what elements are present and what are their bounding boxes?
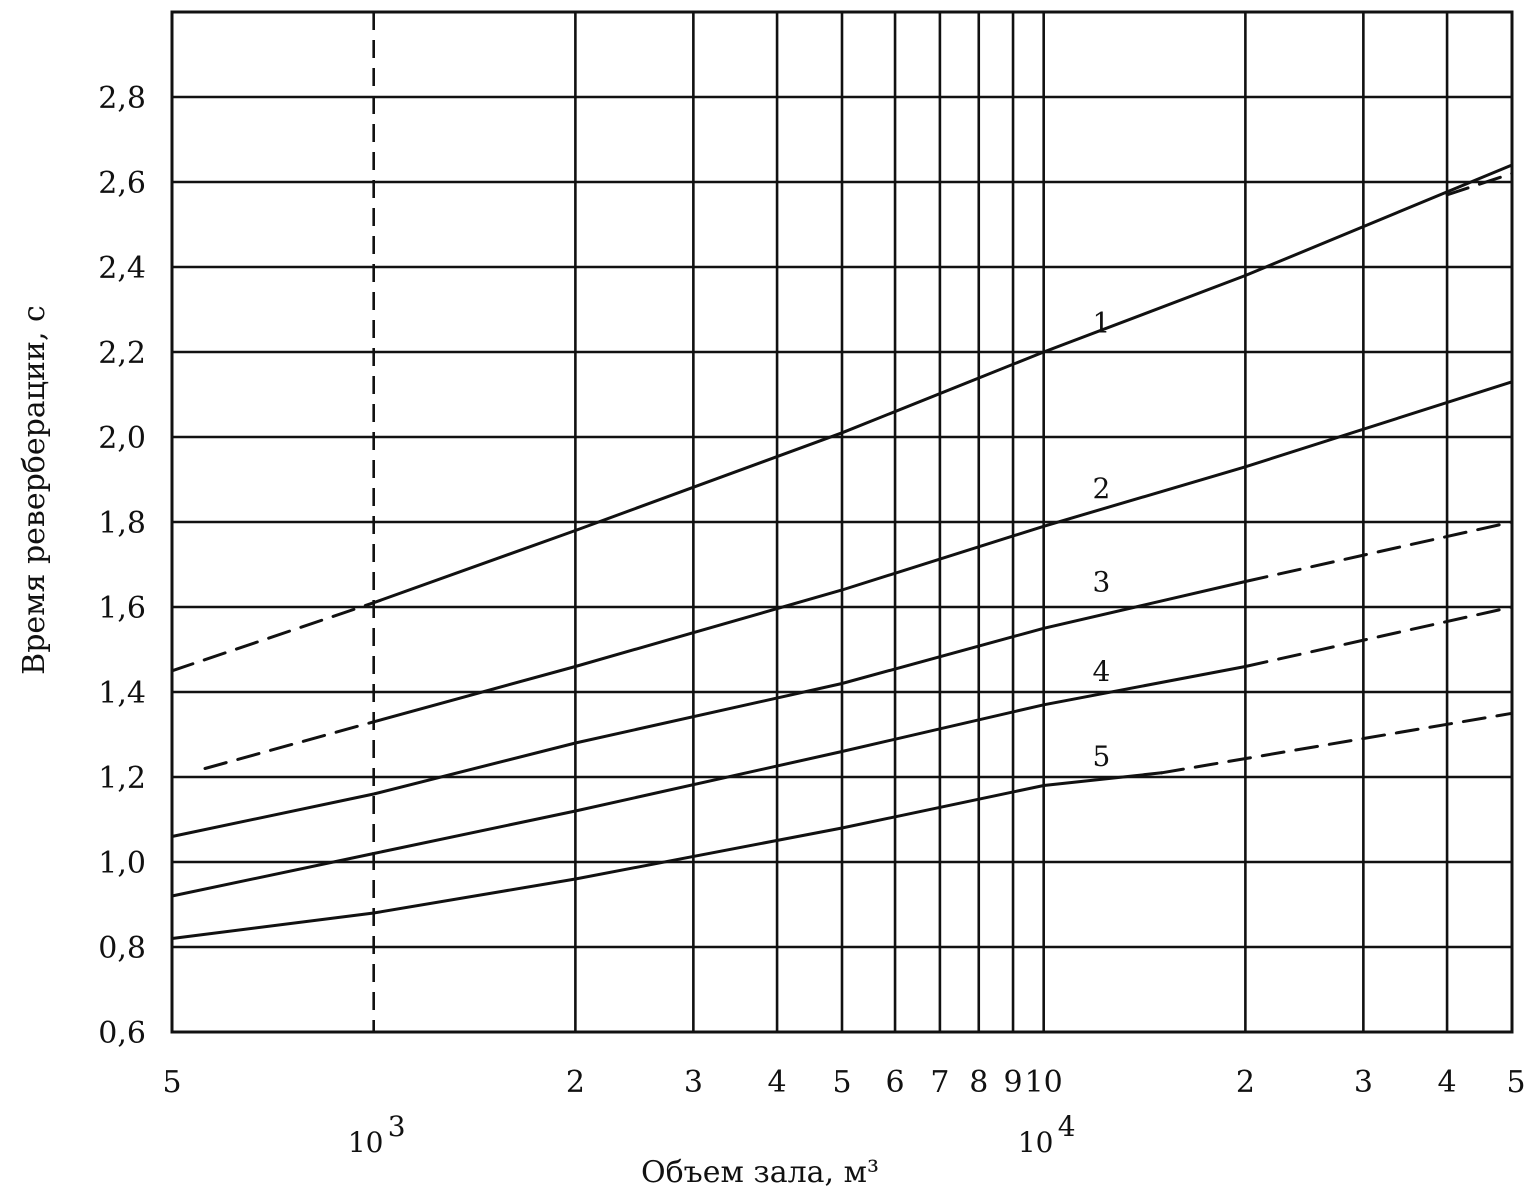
- x-tick-label: 2: [1236, 1065, 1255, 1100]
- x-tick-label: 3: [1354, 1065, 1373, 1100]
- y-axis-title: Время реверберации, с: [17, 305, 52, 675]
- x-tick-label: 5: [1506, 1065, 1525, 1100]
- y-tick-label: 1,0: [98, 846, 146, 881]
- series-1-line: [372, 163, 1514, 605]
- y-tick-label: 1,6: [98, 591, 146, 626]
- y-tick-label: 0,6: [98, 1016, 146, 1051]
- x-tick-label: 5: [832, 1065, 851, 1100]
- x-tick-label: 2: [566, 1065, 585, 1100]
- x-tick-labels: 5 2 3 4 5 6 7 8 9 10 2 3 4 5: [162, 1065, 1525, 1100]
- x-tick-label: 8: [969, 1065, 988, 1100]
- y-tick-label: 2,4: [98, 251, 146, 286]
- series-label: 5: [1093, 740, 1111, 773]
- y-tick-label: 2,8: [98, 81, 146, 116]
- series-label: 1: [1093, 306, 1111, 339]
- series-labels: 1 2 3 4 5: [1093, 306, 1111, 773]
- x-tick-label: 7: [930, 1065, 949, 1100]
- series-2-dashed-start: [203, 720, 376, 770]
- series-label: 4: [1093, 655, 1111, 688]
- series-label: 2: [1093, 472, 1111, 505]
- grid-layer: [170, 12, 1514, 1034]
- decade-exponent: 3: [388, 1110, 406, 1143]
- x-tick-label: 9: [1003, 1065, 1022, 1100]
- decade-label: 10: [1018, 1126, 1054, 1159]
- series-2-line: [372, 380, 1514, 724]
- series-3-dashed-end: [1243, 520, 1514, 583]
- x-tick-label: 10: [1025, 1065, 1063, 1100]
- series-label: 3: [1093, 566, 1111, 599]
- x-tick-label: 4: [768, 1065, 787, 1100]
- series-1-dashed-end: [1445, 172, 1514, 197]
- decade-label: 10: [348, 1126, 384, 1159]
- y-tick-label: 2,2: [98, 336, 146, 371]
- series-4-line: [170, 665, 1247, 898]
- series-4-dashed-end: [1243, 605, 1514, 668]
- y-tick-label: 0,8: [98, 931, 146, 966]
- x-axis-title: Объем зала, м³: [641, 1155, 879, 1190]
- decade-exponent: 4: [1058, 1110, 1076, 1143]
- x-tick-label: 4: [1438, 1065, 1457, 1100]
- decade-labels: 10 3 10 4: [348, 1110, 1076, 1159]
- y-tick-labels: 0,6 0,8 1,0 1,2 1,4 1,6 1,8 2,0 2,2 2,4 2,6 2,8: [98, 81, 146, 1051]
- y-tick-label: 2,6: [98, 166, 146, 201]
- series-3-line: [170, 580, 1247, 838]
- x-tick-label: 3: [684, 1065, 703, 1100]
- y-tick-label: 2,0: [98, 421, 146, 456]
- curves-layer: [170, 163, 1514, 940]
- y-tick-label: 1,2: [98, 761, 146, 796]
- series-5-line: [170, 771, 1164, 940]
- x-tick-label: 6: [886, 1065, 905, 1100]
- series-1-dashed-start: [170, 601, 376, 673]
- x-tick-label: 5: [162, 1065, 181, 1100]
- y-tick-label: 1,8: [98, 506, 146, 541]
- series-5-dashed-end: [1160, 711, 1514, 775]
- y-tick-label: 1,4: [98, 676, 146, 711]
